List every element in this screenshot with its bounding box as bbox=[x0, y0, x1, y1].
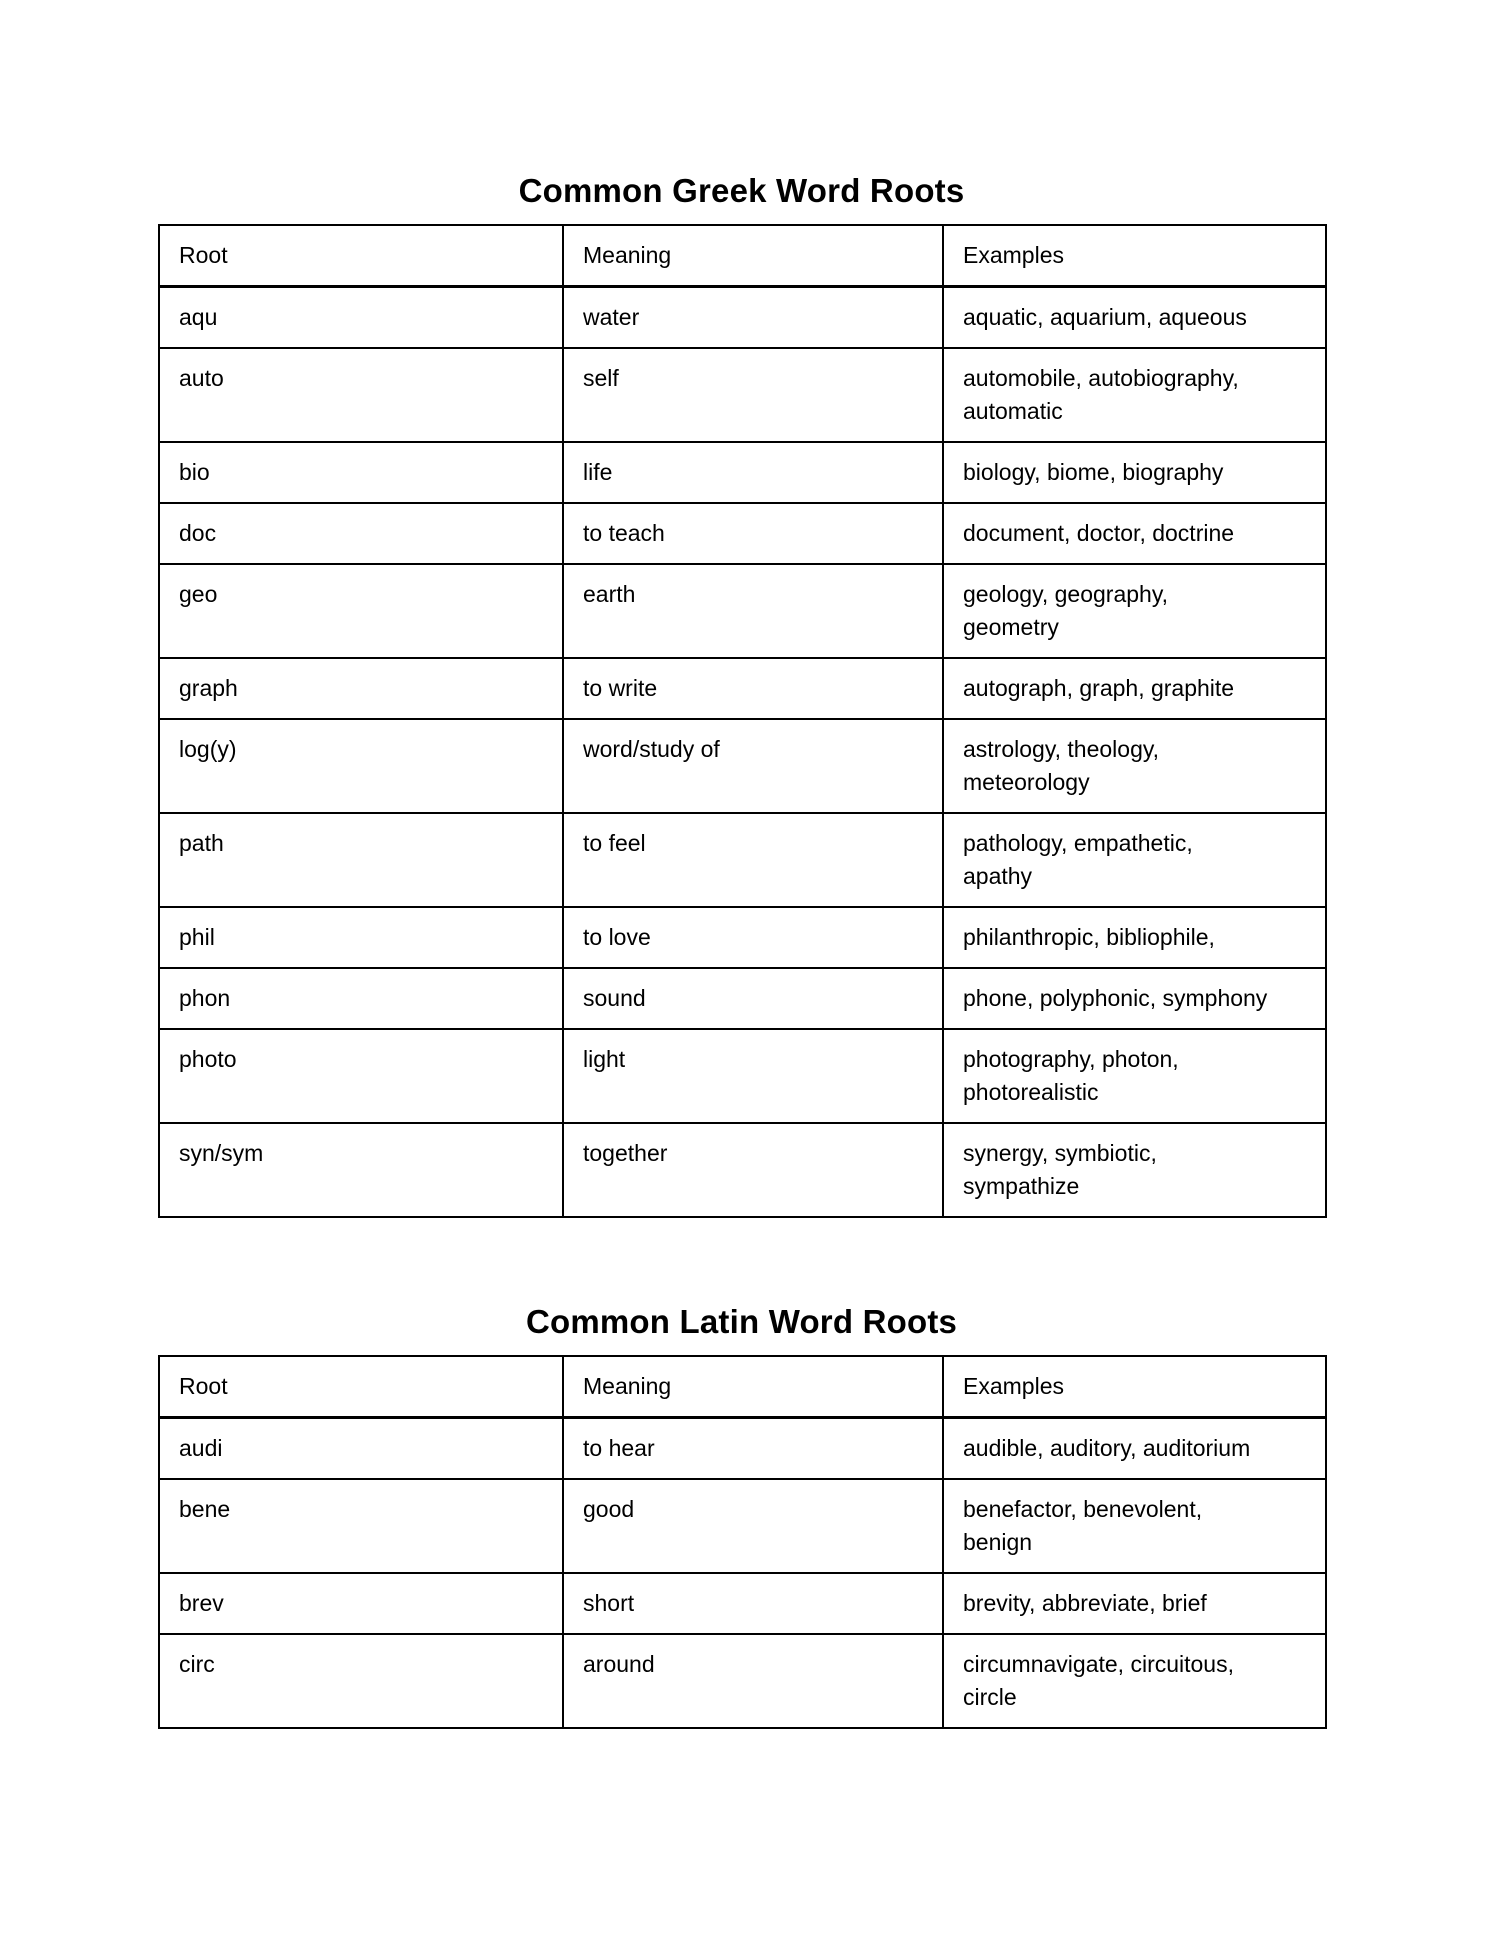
root-cell: doc bbox=[158, 502, 564, 565]
table-row: phon sound phone, polyphonic, symphony bbox=[158, 967, 1327, 1030]
table-row: doc to teach document, doctor, doctrine bbox=[158, 502, 1327, 565]
examples-cell: astrology, theology, meteorology bbox=[942, 718, 1327, 814]
greek-table-title: Common Greek Word Roots bbox=[518, 172, 965, 209]
root-cell: log(y) bbox=[158, 718, 564, 814]
root-cell: bio bbox=[158, 441, 564, 504]
examples-cell: phone, polyphonic, symphony bbox=[942, 967, 1327, 1030]
meaning-cell: life bbox=[562, 441, 944, 504]
table-row: bene good benefactor, benevolent, benign bbox=[158, 1478, 1327, 1574]
root-cell: audi bbox=[158, 1416, 564, 1480]
examples-cell: pathology, empathetic, apathy bbox=[942, 812, 1327, 908]
examples-cell: synergy, symbiotic, sympathize bbox=[942, 1122, 1327, 1218]
meaning-cell: around bbox=[562, 1633, 944, 1729]
table-row: syn/sym together synergy, symbiotic, sym… bbox=[158, 1122, 1327, 1218]
examples-cell: benefactor, benevolent, benign bbox=[942, 1478, 1327, 1574]
table-row: log(y) word/study of astrology, theology… bbox=[158, 718, 1327, 814]
column-header-examples: Examples bbox=[942, 1355, 1327, 1419]
meaning-cell: light bbox=[562, 1028, 944, 1124]
root-cell: circ bbox=[158, 1633, 564, 1729]
meaning-cell: to love bbox=[562, 906, 944, 969]
meaning-cell: self bbox=[562, 347, 944, 443]
root-cell: path bbox=[158, 812, 564, 908]
examples-cell: brevity, abbreviate, brief bbox=[942, 1572, 1327, 1635]
root-cell: geo bbox=[158, 563, 564, 659]
meaning-cell: together bbox=[562, 1122, 944, 1218]
meaning-cell: to write bbox=[562, 657, 944, 720]
table-row: phil to love philanthropic, bibliophile, bbox=[158, 906, 1327, 969]
examples-cell: circumnavigate, circuitous, circle bbox=[942, 1633, 1327, 1729]
meaning-cell: to feel bbox=[562, 812, 944, 908]
table-row: circ around circumnavigate, circuitous, … bbox=[158, 1633, 1327, 1729]
examples-cell: autograph, graph, graphite bbox=[942, 657, 1327, 720]
examples-cell: biology, biome, biography bbox=[942, 441, 1327, 504]
root-cell: syn/sym bbox=[158, 1122, 564, 1218]
examples-cell: aquatic, aquarium, aqueous bbox=[942, 285, 1327, 349]
meaning-cell: sound bbox=[562, 967, 944, 1030]
examples-cell: document, doctor, doctrine bbox=[942, 502, 1327, 565]
root-cell: aqu bbox=[158, 285, 564, 349]
table-row: aqu water aquatic, aquarium, aqueous bbox=[158, 285, 1327, 349]
table-row: auto self automobile, autobiography, aut… bbox=[158, 347, 1327, 443]
column-header-root: Root bbox=[158, 1355, 564, 1419]
examples-cell: automobile, autobiography, automatic bbox=[942, 347, 1327, 443]
header-row: Root Meaning Examples bbox=[158, 1355, 1327, 1419]
table-row: brev short brevity, abbreviate, brief bbox=[158, 1572, 1327, 1635]
latin-table-title: Common Latin Word Roots bbox=[525, 1303, 958, 1340]
root-cell: auto bbox=[158, 347, 564, 443]
column-header-examples: Examples bbox=[942, 224, 1327, 288]
examples-cell: philanthropic, bibliophile, bbox=[942, 906, 1327, 969]
latin-roots-section: Common Latin Word Roots Root Meaning Exa… bbox=[158, 1303, 1327, 1729]
column-header-meaning: Meaning bbox=[562, 1355, 944, 1419]
greek-roots-section: Common Greek Word Roots Root Meaning Exa… bbox=[158, 172, 1327, 1218]
table-row: graph to write autograph, graph, graphit… bbox=[158, 657, 1327, 720]
latin-roots-table: Root Meaning Examples audi to hear audib… bbox=[158, 1355, 1327, 1729]
table-row: audi to hear audible, auditory, auditori… bbox=[158, 1416, 1327, 1480]
header-row: Root Meaning Examples bbox=[158, 224, 1327, 288]
meaning-cell: to hear bbox=[562, 1416, 944, 1480]
root-cell: photo bbox=[158, 1028, 564, 1124]
root-cell: phon bbox=[158, 967, 564, 1030]
meaning-cell: to teach bbox=[562, 502, 944, 565]
column-header-root: Root bbox=[158, 224, 564, 288]
table-row: photo light photography, photon, photore… bbox=[158, 1028, 1327, 1124]
meaning-cell: water bbox=[562, 285, 944, 349]
meaning-cell: short bbox=[562, 1572, 944, 1635]
examples-cell: audible, auditory, auditorium bbox=[942, 1416, 1327, 1480]
meaning-cell: word/study of bbox=[562, 718, 944, 814]
meaning-cell: earth bbox=[562, 563, 944, 659]
root-cell: phil bbox=[158, 906, 564, 969]
examples-cell: geology, geography, geometry bbox=[942, 563, 1327, 659]
root-cell: bene bbox=[158, 1478, 564, 1574]
column-header-meaning: Meaning bbox=[562, 224, 944, 288]
table-row: bio life biology, biome, biography bbox=[158, 441, 1327, 504]
greek-roots-table: Root Meaning Examples aqu water aquatic,… bbox=[158, 224, 1327, 1218]
root-cell: brev bbox=[158, 1572, 564, 1635]
meaning-cell: good bbox=[562, 1478, 944, 1574]
table-row: path to feel pathology, empathetic, apat… bbox=[158, 812, 1327, 908]
table-row: geo earth geology, geography, geometry bbox=[158, 563, 1327, 659]
root-cell: graph bbox=[158, 657, 564, 720]
examples-cell: photography, photon, photorealistic bbox=[942, 1028, 1327, 1124]
